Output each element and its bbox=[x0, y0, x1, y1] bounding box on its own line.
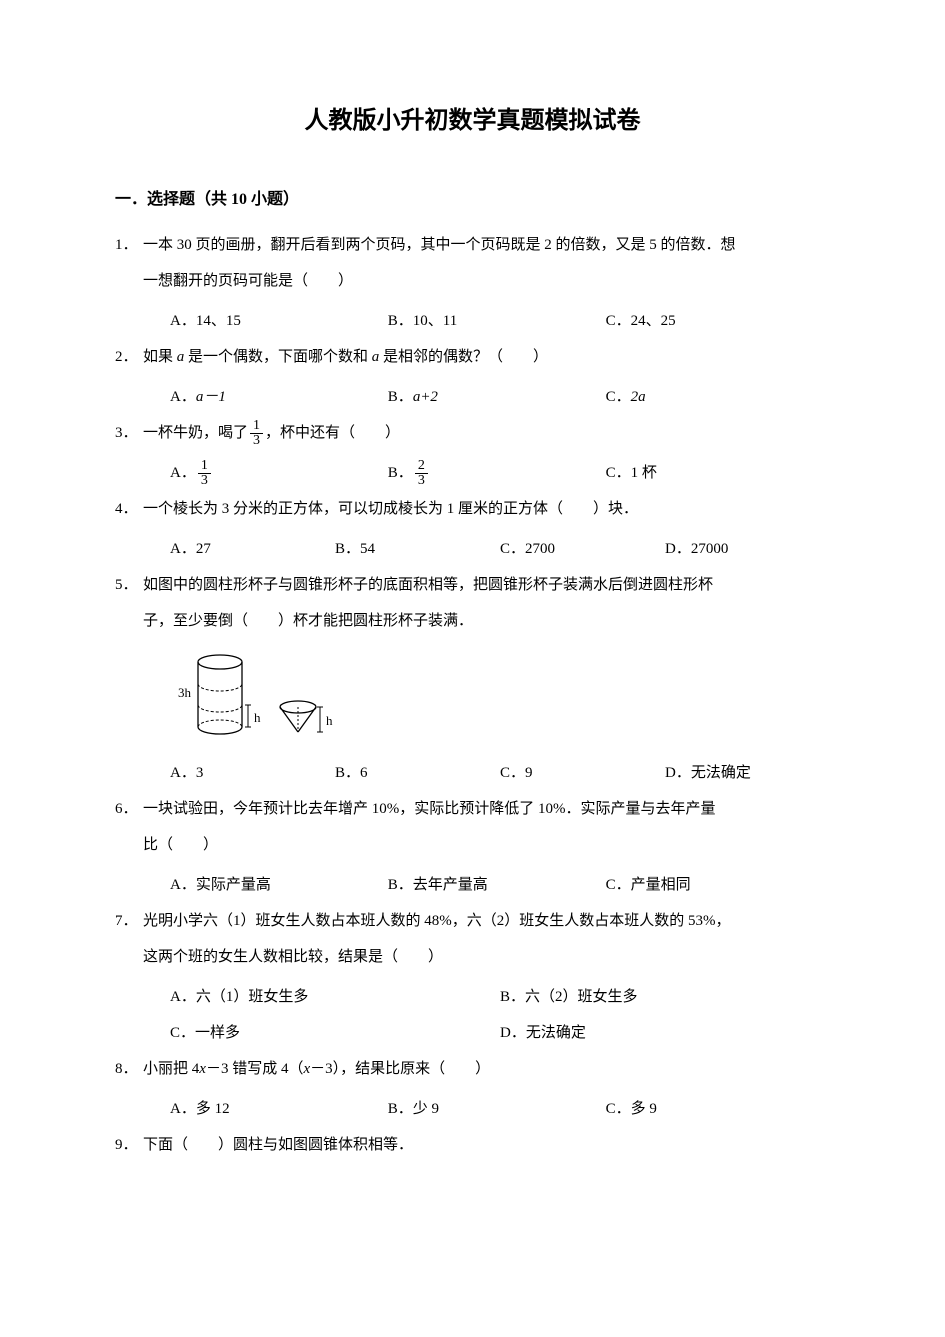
option-b: B．23 bbox=[388, 455, 606, 491]
label-h: h bbox=[254, 710, 261, 725]
height-bracket-2 bbox=[317, 707, 323, 732]
option-d: D．无法确定 bbox=[665, 755, 830, 791]
q-num: 5． bbox=[115, 567, 143, 603]
option-b: B．a+2 bbox=[388, 379, 606, 415]
q-text: 子，至少要倒（ ）杯才能把圆柱形杯子装满． bbox=[143, 603, 830, 639]
option-a: A．六（1）班女生多 bbox=[170, 979, 500, 1015]
q-num: 7． bbox=[115, 903, 143, 939]
option-a: A．a－1 bbox=[170, 379, 388, 415]
option-b: B．去年产量高 bbox=[388, 867, 606, 903]
q-text: 如图中的圆柱形杯子与圆锥形杯子的底面积相等，把圆锥形杯子装满水后倒进圆柱形杯 bbox=[143, 567, 830, 603]
question-4: 4． 一个棱长为 3 分米的正方体，可以切成棱长为 1 厘米的正方体（ ）块． bbox=[115, 491, 830, 527]
q-text: 一杯牛奶，喝了13，杯中还有（ ） bbox=[143, 415, 830, 451]
q-num: 4． bbox=[115, 491, 143, 527]
option-b: B．少 9 bbox=[388, 1091, 606, 1127]
cone-icon bbox=[280, 701, 316, 732]
option-a: A．多 12 bbox=[170, 1091, 388, 1127]
option-b: B．六（2）班女生多 bbox=[500, 979, 830, 1015]
page-title: 人教版小升初数学真题模拟试卷 bbox=[115, 100, 830, 135]
options-row: A．3 B．6 C．9 D．无法确定 bbox=[115, 755, 830, 791]
q-num: 8． bbox=[115, 1051, 143, 1087]
q5-diagram: 3h h h bbox=[115, 647, 830, 747]
section-header: 一．选择题（共 10 小题） bbox=[115, 185, 830, 209]
option-c: C．产量相同 bbox=[606, 867, 824, 903]
options-row: C．一样多 D．无法确定 bbox=[115, 1015, 830, 1051]
question-1: 1． 一本 30 页的画册，翻开后看到两个页码，其中一个页码既是 2 的倍数，又… bbox=[115, 227, 830, 299]
q-text: 一想翻开的页码可能是（ ） bbox=[143, 263, 830, 299]
option-b: B．54 bbox=[335, 531, 500, 567]
options-row: A．实际产量高 B．去年产量高 C．产量相同 bbox=[115, 867, 830, 903]
label-3h: 3h bbox=[178, 685, 192, 700]
option-c: C．多 9 bbox=[606, 1091, 824, 1127]
height-bracket-1 bbox=[245, 705, 251, 727]
options-row: A．六（1）班女生多 B．六（2）班女生多 bbox=[115, 979, 830, 1015]
q-text: 这两个班的女生人数相比较，结果是（ ） bbox=[143, 939, 830, 975]
option-b: B．6 bbox=[335, 755, 500, 791]
option-a: A．14、15 bbox=[170, 303, 388, 339]
option-a: A．27 bbox=[170, 531, 335, 567]
option-c: C．24、25 bbox=[606, 303, 824, 339]
q-num: 1． bbox=[115, 227, 143, 263]
option-a: A．3 bbox=[170, 755, 335, 791]
option-b: B．10、11 bbox=[388, 303, 606, 339]
q-text: 一块试验田，今年预计比去年增产 10%，实际比预计降低了 10%．实际产量与去年… bbox=[143, 791, 830, 827]
option-d: D．27000 bbox=[665, 531, 830, 567]
question-5: 5． 如图中的圆柱形杯子与圆锥形杯子的底面积相等，把圆锥形杯子装满水后倒进圆柱形… bbox=[115, 567, 830, 639]
q-text: 下面（ ）圆柱与如图圆锥体积相等． bbox=[143, 1127, 830, 1163]
q-text: 如果 a 是一个偶数，下面哪个数和 a 是相邻的偶数？（ ） bbox=[143, 339, 830, 375]
option-c: C．9 bbox=[500, 755, 665, 791]
options-row: A．27 B．54 C．2700 D．27000 bbox=[115, 531, 830, 567]
question-7: 7． 光明小学六（1）班女生人数占本班人数的 48%，六（2）班女生人数占本班人… bbox=[115, 903, 830, 975]
q-text: 一本 30 页的画册，翻开后看到两个页码，其中一个页码既是 2 的倍数，又是 5… bbox=[143, 227, 830, 263]
option-c: C．1 杯 bbox=[606, 455, 824, 491]
question-2: 2． 如果 a 是一个偶数，下面哪个数和 a 是相邻的偶数？（ ） bbox=[115, 339, 830, 375]
q-num: 3． bbox=[115, 415, 143, 451]
option-a: A．13 bbox=[170, 455, 388, 491]
option-c: C．2700 bbox=[500, 531, 665, 567]
cylinder-icon bbox=[198, 655, 242, 734]
options-row: A．13 B．23 C．1 杯 bbox=[115, 455, 830, 491]
q-num: 2． bbox=[115, 339, 143, 375]
label-h: h bbox=[326, 713, 333, 728]
q-num: 9． bbox=[115, 1127, 143, 1163]
option-a: A．实际产量高 bbox=[170, 867, 388, 903]
q-text: 光明小学六（1）班女生人数占本班人数的 48%，六（2）班女生人数占本班人数的 … bbox=[143, 903, 830, 939]
option-c: C．一样多 bbox=[170, 1015, 500, 1051]
options-row: A．a－1 B．a+2 C．2a bbox=[115, 379, 830, 415]
q-text: 一个棱长为 3 分米的正方体，可以切成棱长为 1 厘米的正方体（ ）块． bbox=[143, 491, 830, 527]
options-row: A．14、15 B．10、11 C．24、25 bbox=[115, 303, 830, 339]
question-6: 6． 一块试验田，今年预计比去年增产 10%，实际比预计降低了 10%．实际产量… bbox=[115, 791, 830, 863]
option-c: C．2a bbox=[606, 379, 824, 415]
option-d: D．无法确定 bbox=[500, 1015, 830, 1051]
question-9: 9． 下面（ ）圆柱与如图圆锥体积相等． bbox=[115, 1127, 830, 1163]
q-text: 比（ ） bbox=[143, 827, 830, 863]
question-3: 3． 一杯牛奶，喝了13，杯中还有（ ） bbox=[115, 415, 830, 451]
q-text: 小丽把 4x－3 错写成 4（x－3），结果比原来（ ） bbox=[143, 1051, 830, 1087]
question-8: 8． 小丽把 4x－3 错写成 4（x－3），结果比原来（ ） bbox=[115, 1051, 830, 1087]
q-num: 6． bbox=[115, 791, 143, 827]
options-row: A．多 12 B．少 9 C．多 9 bbox=[115, 1091, 830, 1127]
